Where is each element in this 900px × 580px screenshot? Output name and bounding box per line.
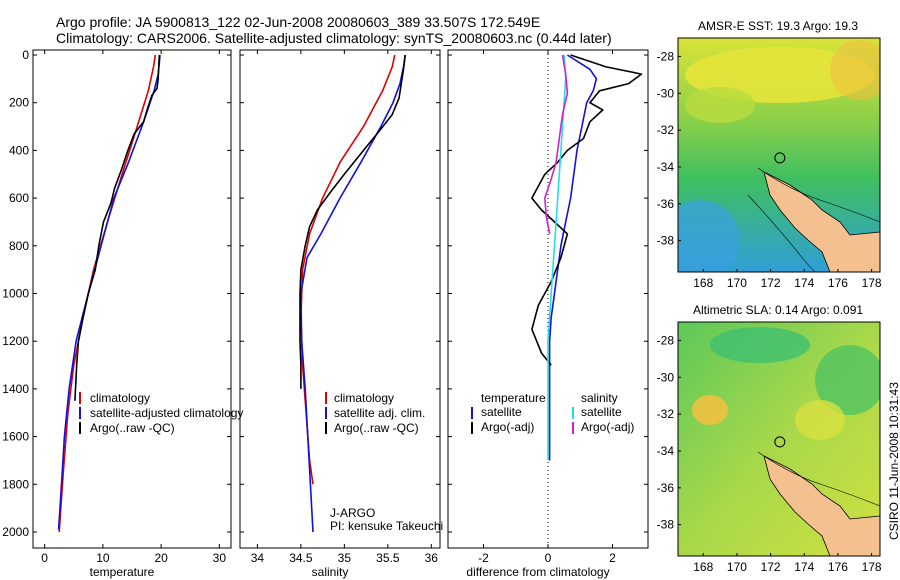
salinity-legend: climatology satellite adj. clim. Argo(..… <box>325 391 443 533</box>
y-tick-label: -34 <box>657 444 675 458</box>
y-tick-label: -28 <box>657 49 675 63</box>
legend-satellite: satellite-adjusted climatology <box>90 406 243 420</box>
x-tick-label: -2 <box>478 551 489 565</box>
sst-map <box>678 38 880 272</box>
x-tick-label: 36 <box>425 551 439 565</box>
y-tick-label: -38 <box>657 518 675 532</box>
x-axis-label: difference from climatology <box>466 565 609 579</box>
y-tick-label: 1600 <box>2 430 29 444</box>
x-tick-label: 178 <box>862 560 882 574</box>
y-tick-label: 1800 <box>2 477 29 491</box>
x-tick-label: 170 <box>727 276 747 290</box>
sla-map-title: Altimetric SLA: 0.14 Argo: 0.091 <box>693 303 863 317</box>
legend-argo: Argo(..raw -QC) <box>334 421 419 435</box>
x-tick-label: 0 <box>41 551 48 565</box>
series-line <box>57 54 161 530</box>
y-tick-label: 1400 <box>2 382 29 396</box>
y-tick-label: -32 <box>657 123 675 137</box>
salinity-panel: 34 34.5 35 35.5 36 salinity <box>239 49 441 579</box>
x-tick-label: 2 <box>609 551 616 565</box>
x-tick-label: 174 <box>794 276 814 290</box>
x-tick-label: 170 <box>727 560 747 574</box>
x-axis-label: temperature <box>90 565 155 579</box>
temperature-panel: 0 10 20 30 0 200 400 600 800 1000 1200 1400 1600 1800… <box>2 48 232 579</box>
x-tick-label: 10 <box>96 551 110 565</box>
legend-argo: Argo(..raw -QC) <box>90 421 175 435</box>
x-tick-label: 168 <box>693 276 713 290</box>
series-line <box>299 54 406 389</box>
y-tick-label: 0 <box>22 48 29 62</box>
y-tick-label: -34 <box>657 160 675 174</box>
x-tick-label: 178 <box>862 276 882 290</box>
series-line <box>300 54 406 533</box>
y-tick-label: -28 <box>657 333 675 347</box>
x-tick-label: 30 <box>213 551 227 565</box>
y-tick-label: 1000 <box>2 287 29 301</box>
x-tick-label: 172 <box>761 276 781 290</box>
legend-group-salinity: salinity <box>581 391 618 405</box>
series-line <box>548 54 598 461</box>
x-tick-label: 34 <box>251 551 265 565</box>
x-tick-label: 20 <box>154 551 168 565</box>
y-tick-label: -32 <box>657 407 675 421</box>
csiro-timestamp: CSIRO 11-Jun-2008 10:31:43 <box>887 382 900 540</box>
y-tick-label: -30 <box>657 370 675 384</box>
argo-float-marker <box>774 436 786 448</box>
x-tick-label: 34.5 <box>289 551 313 565</box>
y-tick-label: 1200 <box>2 334 29 348</box>
y-tick-label: -36 <box>657 481 675 495</box>
salinity-axes-box <box>239 49 441 549</box>
y-tick-label: -36 <box>657 197 675 211</box>
x-tick-label: 168 <box>693 560 713 574</box>
float-pi: PI: kensuke Takeuchi <box>330 519 443 533</box>
x-tick-label: 35 <box>338 551 352 565</box>
series-line <box>543 54 569 235</box>
legend-satellite: satellite adj. clim. <box>334 406 425 420</box>
sla-map <box>678 322 880 556</box>
difference-legend: temperature satellite Argo(-adj) salinit… <box>471 391 634 434</box>
y-tick-label: 400 <box>9 143 29 157</box>
y-tick-label: -38 <box>657 234 675 248</box>
y-tick-label: 800 <box>9 239 29 253</box>
y-tick-label: -30 <box>657 86 675 100</box>
x-tick-label: 35.5 <box>376 551 400 565</box>
legend-sal-argo: Argo(-adj) <box>581 420 634 434</box>
x-axis-label: salinity <box>312 565 349 579</box>
legend-temp-argo: Argo(-adj) <box>481 420 534 434</box>
x-tick-label: 174 <box>794 560 814 574</box>
legend-climatology: climatology <box>334 391 394 405</box>
temperature-axes-box <box>32 49 232 549</box>
figure-title-line2: Climatology: CARS2006. Satellite-adjuste… <box>56 30 612 46</box>
y-tick-label: 2000 <box>2 525 29 539</box>
argo-float-marker <box>774 152 786 164</box>
legend-temp-satellite: satellite <box>481 405 522 419</box>
series-line <box>74 54 161 401</box>
x-tick-label: 172 <box>761 560 781 574</box>
sst-map-title: AMSR-E SST: 19.3 Argo: 19.3 <box>698 19 858 33</box>
temperature-legend: climatology satellite-adjusted climatolo… <box>79 391 243 435</box>
legend-sal-satellite: satellite <box>581 405 622 419</box>
legend-climatology: climatology <box>90 391 150 405</box>
y-tick-label: 600 <box>9 191 29 205</box>
x-tick-label: 176 <box>828 276 848 290</box>
series-line <box>531 54 643 366</box>
x-tick-label: 176 <box>828 560 848 574</box>
y-tick-label: 200 <box>9 96 29 110</box>
x-tick-label: 0 <box>545 551 552 565</box>
figure-title-line1: Argo profile: JA 5900813_122 02-Jun-2008… <box>56 14 541 30</box>
legend-group-temperature: temperature <box>481 391 546 405</box>
float-program: J-ARGO <box>330 506 375 520</box>
